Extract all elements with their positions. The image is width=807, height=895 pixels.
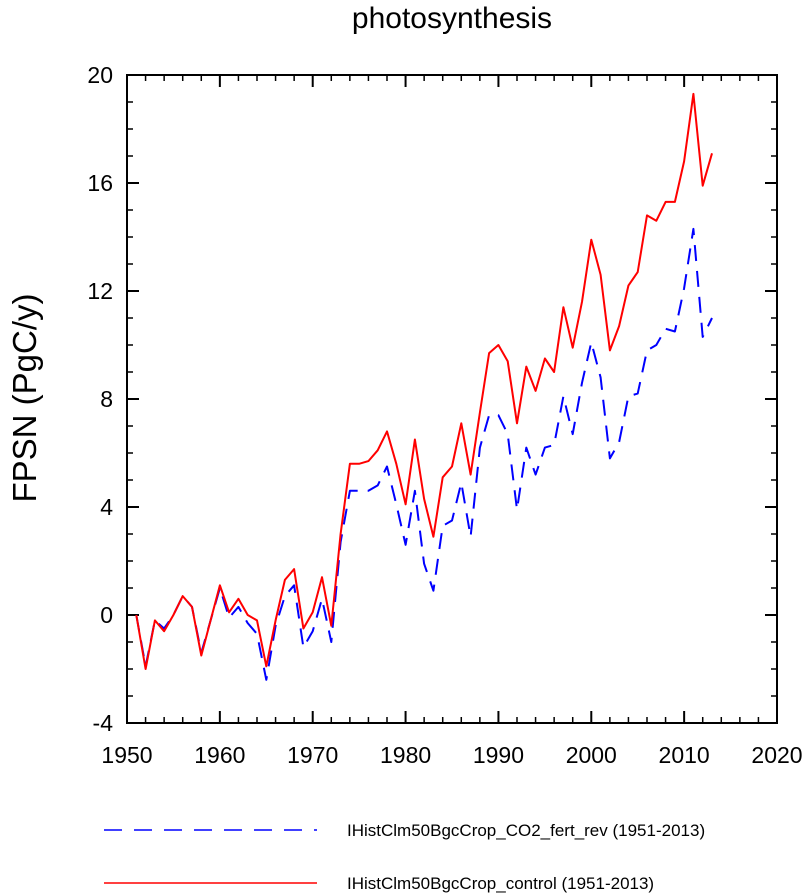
x-tick-label: 1990 [473, 742, 524, 768]
x-tick-label: 1950 [101, 742, 152, 768]
x-tick-label: 1960 [194, 742, 245, 768]
y-tick-label: 0 [100, 602, 113, 628]
y-tick-label: 12 [87, 278, 113, 304]
plot-frame [126, 74, 778, 724]
x-tick-label: 2000 [566, 742, 617, 768]
y-tick-label: -4 [93, 710, 114, 736]
series-line-2 [135, 92, 713, 670]
plot-border [126, 74, 778, 724]
x-tick-label: 2020 [751, 742, 802, 768]
axis-ticks [126, 74, 778, 724]
y-tick-label: 4 [100, 494, 113, 520]
y-tick-label: 20 [87, 62, 113, 88]
x-tick-label: 2010 [659, 742, 710, 768]
y-axis-label: FPSN (PgC/y) [6, 293, 43, 502]
y-tick-label: 8 [100, 386, 113, 412]
series-line-1 [135, 227, 713, 681]
chart-title: photosynthesis [352, 2, 552, 35]
legend-label-2: IHistClm50BgcCrop_control (1951-2013) [347, 874, 654, 893]
legend-label-1: IHistClm50BgcCrop_CO2_fert_rev (1951-201… [347, 821, 705, 840]
legend: IHistClm50BgcCrop_CO2_fert_rev (1951-201… [104, 821, 705, 893]
series-lines [135, 92, 713, 681]
y-tick-label: 16 [87, 170, 113, 196]
axis-tick-labels: 1950 1960 1970 1980 1990 2000 2010 2020 -4 0 4 8 12 1… [87, 62, 802, 768]
x-tick-label: 1980 [380, 742, 431, 768]
x-tick-label: 1970 [287, 742, 338, 768]
